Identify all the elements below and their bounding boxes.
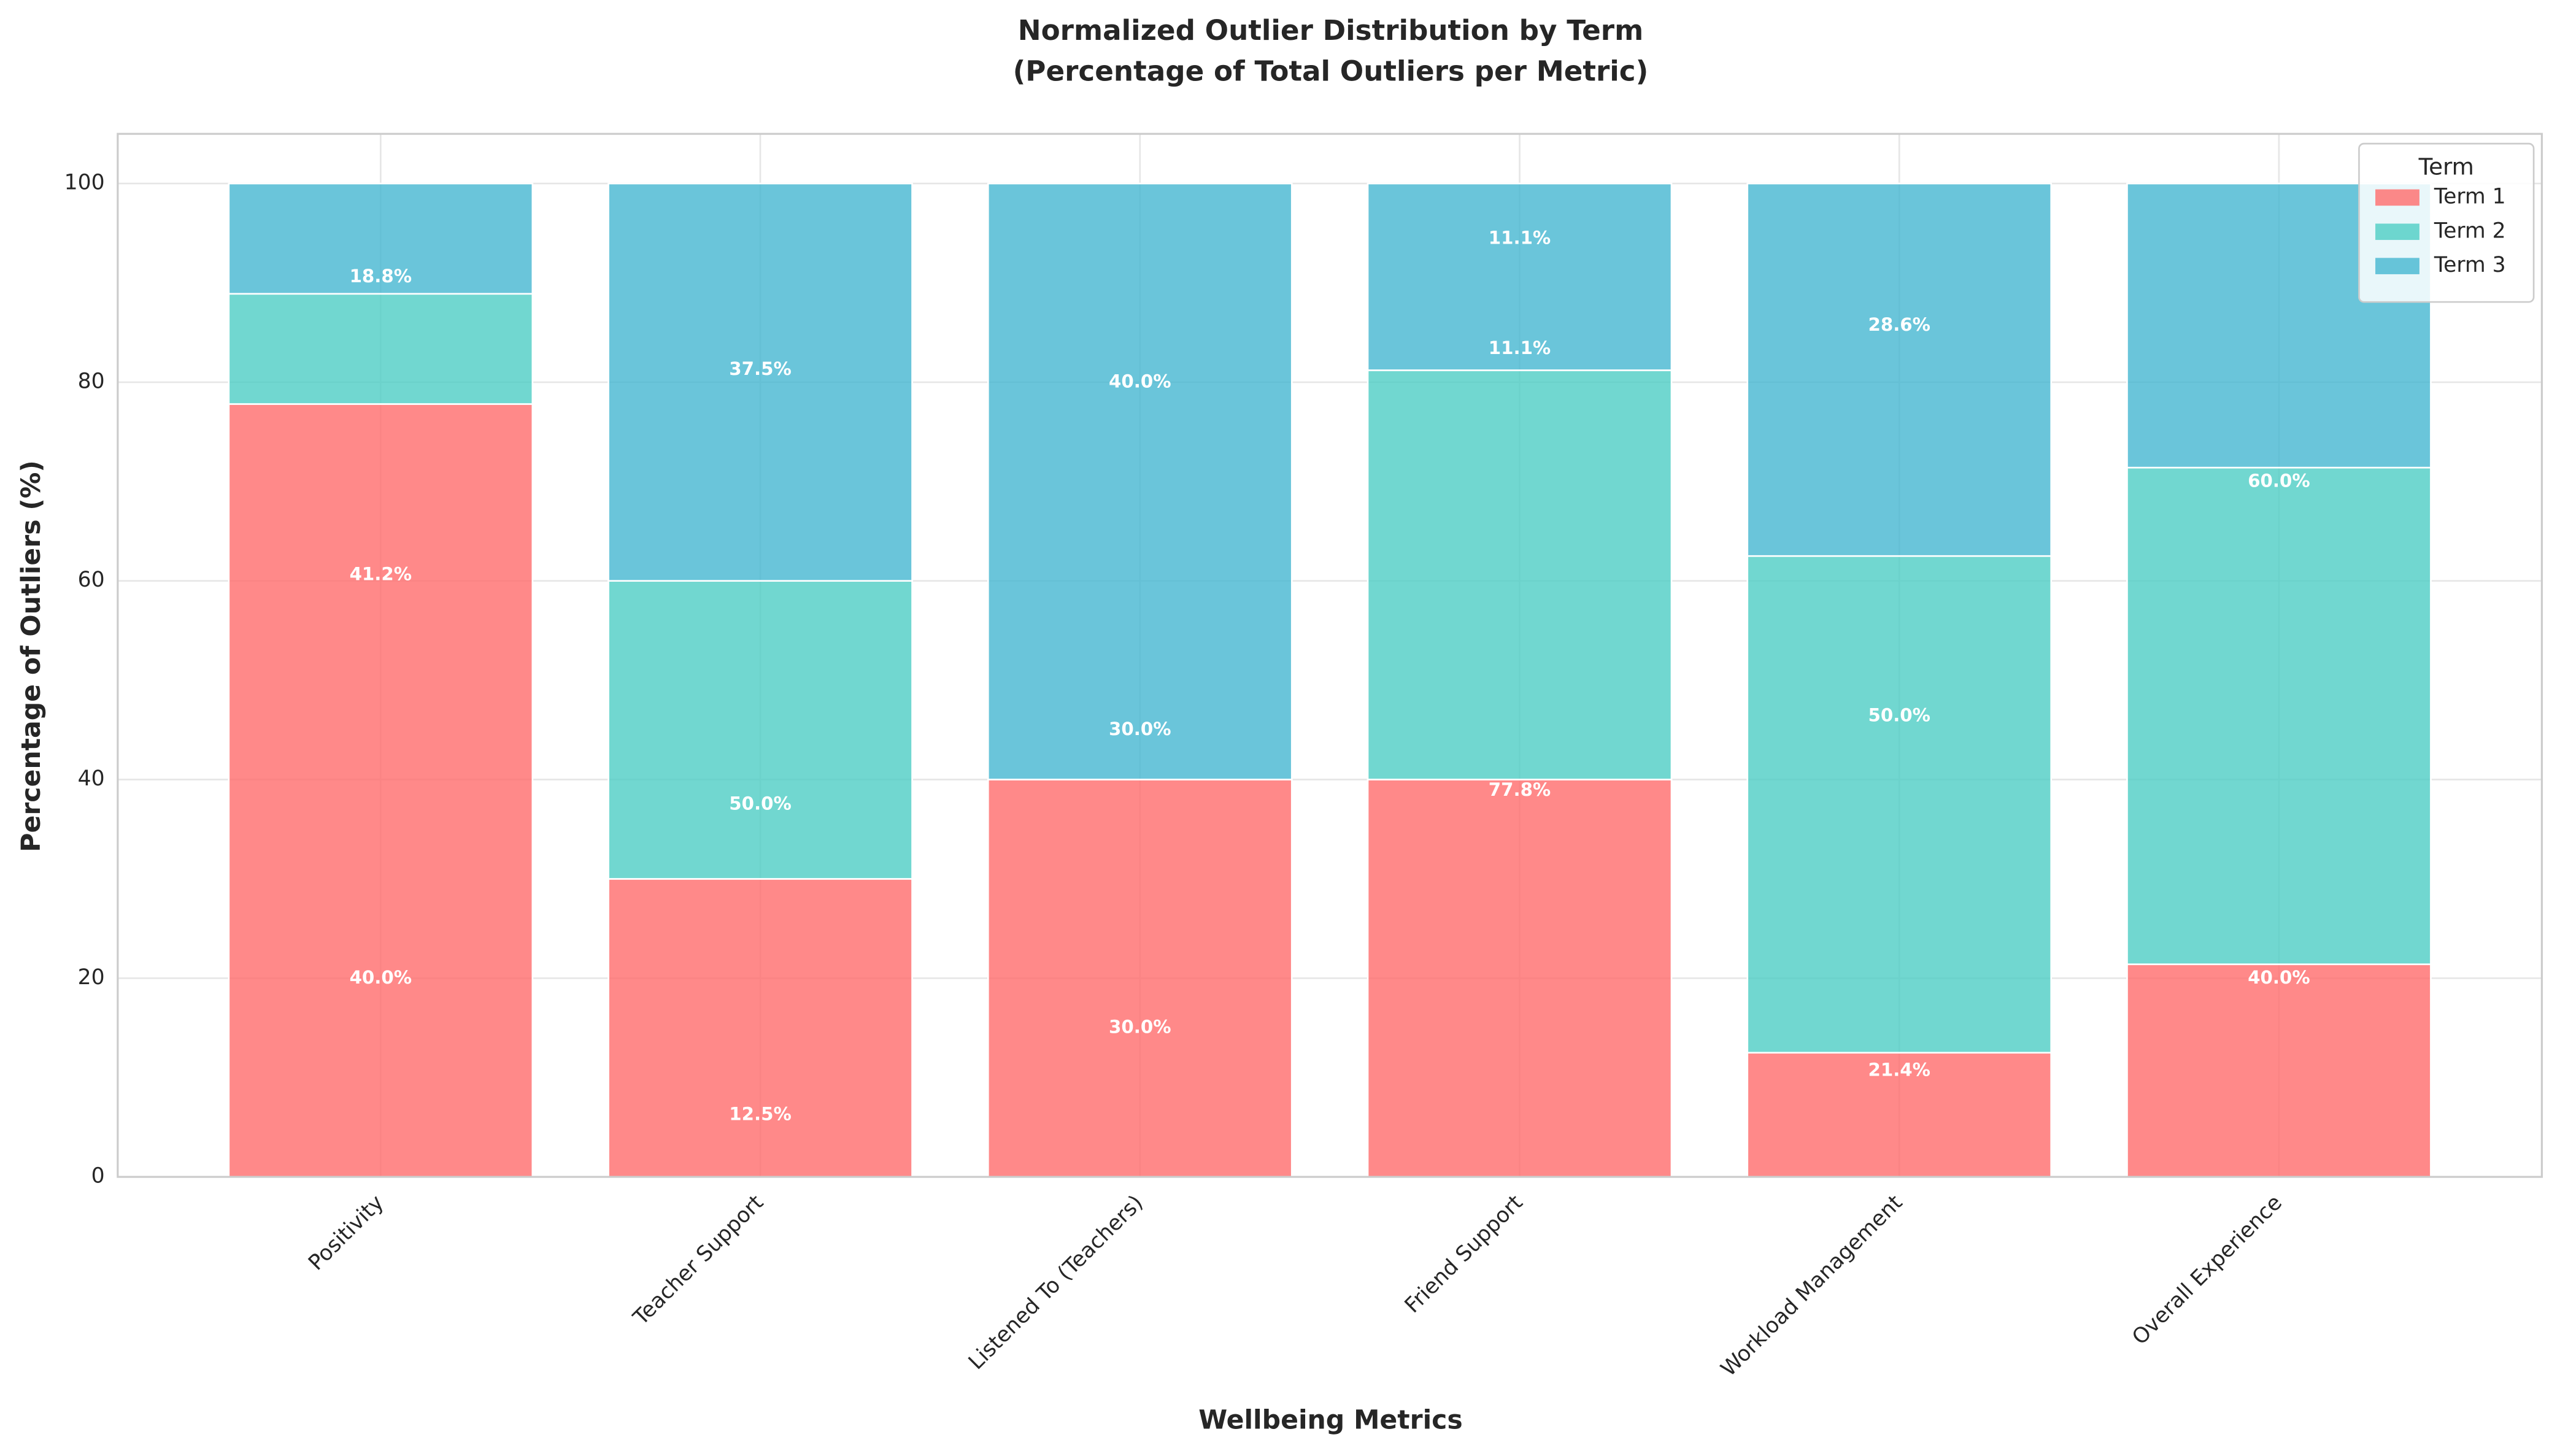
data-label: 11.1% (1489, 227, 1551, 248)
plot-frame (117, 133, 2543, 1178)
bar-segment (987, 182, 1293, 780)
data-label: 18.8% (350, 266, 412, 287)
bar-segment (1367, 182, 1673, 371)
bar-segment (1746, 1052, 2053, 1178)
legend-title: Term (2418, 153, 2474, 180)
data-label: 28.6% (1868, 314, 1930, 335)
data-label: 12.5% (729, 1103, 791, 1124)
y-tick-label: 80 (78, 369, 105, 393)
legend-label: Term 1 (2434, 184, 2506, 209)
data-label: 40.0% (1109, 371, 1171, 391)
bar-segment (1746, 555, 2053, 1054)
data-label: 41.2% (350, 563, 412, 584)
bar-segment (607, 878, 913, 1178)
data-label: 50.0% (1868, 704, 1930, 725)
bar-segment (228, 182, 534, 295)
y-tick-label: 20 (78, 965, 105, 990)
x-axis-label: Wellbeing Metrics (1198, 1405, 1463, 1436)
y-tick-label: 0 (91, 1164, 105, 1188)
y-axis-label: Percentage of Outliers (%) (16, 460, 47, 852)
data-label: 50.0% (729, 793, 791, 814)
y-tick-label: 60 (78, 568, 105, 592)
bar-segment (607, 182, 913, 582)
bar-segment (228, 293, 534, 405)
data-label: 11.1% (1489, 337, 1551, 358)
y-tick-label: 40 (78, 766, 105, 791)
legend-label: Term 2 (2434, 218, 2506, 243)
bar-segment (987, 779, 1293, 1178)
legend-swatch (2375, 258, 2419, 274)
legend-label: Term 3 (2434, 253, 2506, 277)
legend-swatch (2375, 189, 2419, 206)
bar-segment (2126, 466, 2432, 965)
data-label: 40.0% (2248, 967, 2310, 988)
data-label: 77.8% (1489, 779, 1551, 800)
chart-subtitle: (Percentage of Total Outliers per Metric… (1013, 55, 1649, 88)
chart-title: Normalized Outlier Distribution by Term (1018, 14, 1643, 47)
data-label: 40.0% (350, 967, 412, 988)
y-tick-label: 100 (64, 171, 105, 195)
bar-segment (1367, 779, 1673, 1178)
bar-segment (228, 403, 534, 1178)
data-label: 30.0% (1109, 1017, 1171, 1038)
data-label: 37.5% (729, 358, 791, 379)
legend-swatch (2375, 223, 2419, 241)
bar-segment (2126, 963, 2432, 1178)
data-label: 21.4% (1868, 1059, 1930, 1080)
bar-segment (1746, 182, 2053, 557)
data-label: 30.0% (1109, 718, 1171, 739)
data-label: 60.0% (2248, 470, 2310, 491)
bar-segment (1367, 369, 1673, 780)
bar-segment (607, 580, 913, 880)
